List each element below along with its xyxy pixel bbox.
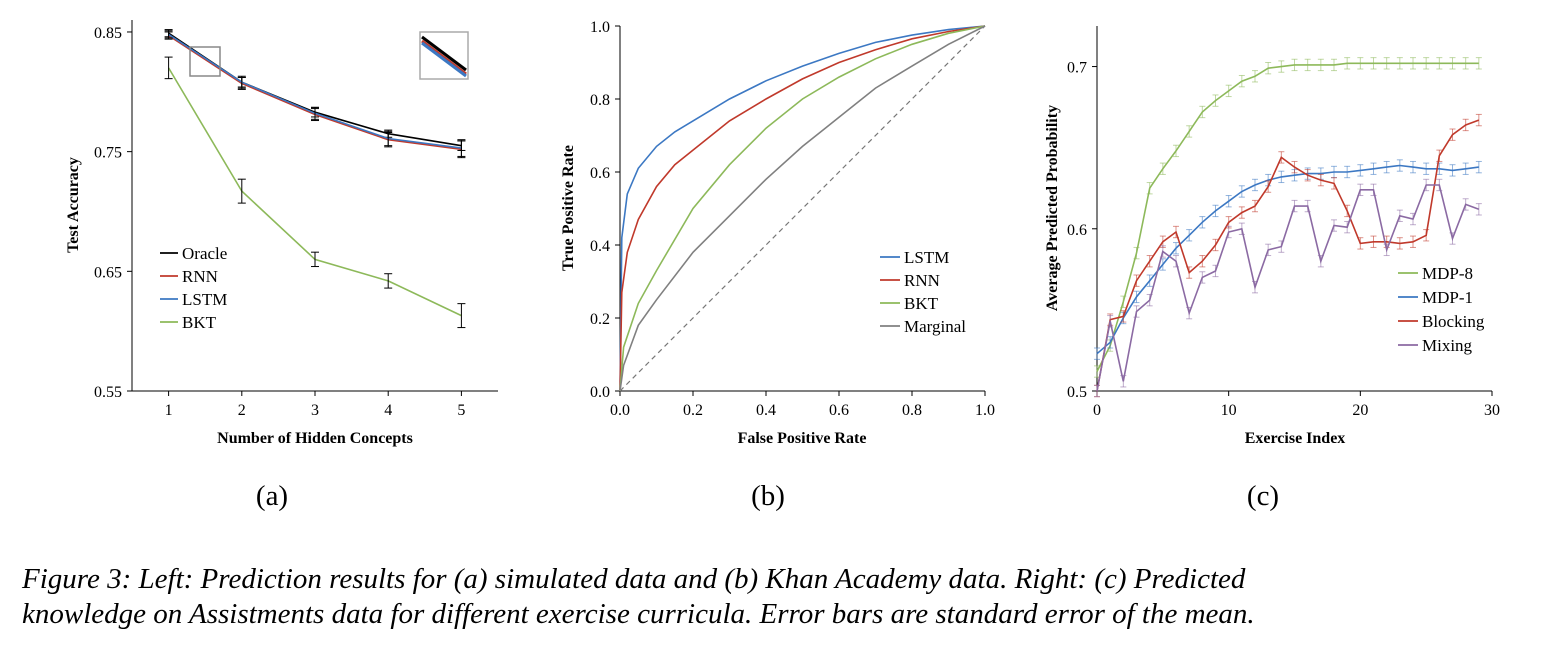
p0-legend-label-bkt: BKT — [182, 313, 217, 332]
p2-x-tick-label: 20 — [1352, 402, 1368, 419]
p2-legend-label-mixing: Mixing — [1422, 336, 1473, 355]
p2-y-tick-label: 0.6 — [1067, 222, 1087, 239]
p0-series-line-oracle — [168, 32, 462, 147]
p1-series-line-lstm — [619, 25, 986, 392]
p0-x-tick-label: 1 — [165, 402, 173, 419]
p0-y-tick-label: 0.55 — [94, 384, 122, 401]
p1-chance-diagonal — [619, 25, 986, 392]
p1-legend-label-lstm: LSTM — [904, 248, 949, 267]
p0-x-tick-label: 2 — [238, 402, 246, 419]
p2-x-tick-label: 10 — [1221, 402, 1237, 419]
p0-zoom-source-box — [189, 46, 221, 77]
p2-x-axis-label: Exercise Index — [1245, 430, 1346, 447]
p1-x-tick-label: 0.6 — [829, 402, 849, 419]
p1-y-axis-label: True Positive Rate — [560, 145, 577, 271]
p1-y-tick-label: 1.0 — [590, 19, 610, 36]
p0-series-line-rnn — [168, 34, 462, 151]
p0-legend-label-rnn: RNN — [182, 267, 218, 286]
panel-c-curriculum-chart: 0 10 20 30 0.5 0.6 0.7 Exercise Index Average Pr… — [1044, 26, 1500, 447]
panel-b-roc-chart: 0.0 0.2 0.4 0.6 0.8 1.0 0.0 0.2 0.4 0.6 0.8 1.0 Fals… — [560, 19, 995, 447]
p0-y-tick-label: 0.85 — [94, 25, 122, 42]
p0-zoom-inset-line-oracle — [421, 35, 467, 72]
figure-caption: Figure 3: Left: Prediction results for (… — [22, 562, 1552, 632]
p0-y-tick-label: 0.75 — [94, 145, 122, 162]
p2-y-tick-label: 0.7 — [1067, 60, 1087, 77]
p1-x-tick-label: 0.2 — [683, 402, 703, 419]
p2-legend-label-mdp-1: MDP-1 — [1422, 288, 1473, 307]
p2-legend-label-blocking: Blocking — [1422, 312, 1485, 331]
p1-series-line-bkt — [619, 25, 986, 392]
p1-y-tick-label: 0.2 — [590, 311, 610, 328]
p2-y-axis-label: Average Predicted Probability — [1044, 105, 1061, 311]
figure-3: 1 2 3 4 5 0.55 0.65 0.75 0.85 Number of Hidden Co… — [65, 19, 1500, 512]
p1-legend-label-bkt: BKT — [904, 294, 939, 313]
p1-y-tick-label: 0.6 — [590, 165, 610, 182]
panel-b-tag: (b) — [751, 480, 785, 512]
p2-y-tick-label: 0.5 — [1067, 384, 1087, 401]
p1-x-tick-label: 0.0 — [610, 402, 630, 419]
p1-x-tick-label: 0.4 — [756, 402, 776, 419]
p1-y-tick-label: 0.8 — [590, 92, 610, 109]
p0-legend-label-oracle: Oracle — [182, 244, 227, 263]
caption-line-2: knowledge on Assistments data for differ… — [22, 598, 1255, 630]
p1-legend-label-rnn: RNN — [904, 271, 940, 290]
p2-series-line-blocking — [1096, 119, 1480, 392]
p1-x-tick-label: 0.8 — [902, 402, 922, 419]
panel-a-tag: (a) — [256, 480, 288, 512]
p2-series-line-mdp-1 — [1096, 164, 1479, 355]
caption-line-1: Figure 3: Left: Prediction results for (… — [22, 563, 1246, 595]
p2-x-tick-label: 30 — [1484, 402, 1500, 419]
p2-series-line-mdp-8 — [1096, 62, 1479, 372]
p1-y-tick-label: 0.0 — [590, 384, 610, 401]
p0-zoom-inset-line-lstm — [421, 41, 467, 78]
p1-x-tick-label: 1.0 — [975, 402, 995, 419]
p1-y-tick-label: 0.4 — [590, 238, 610, 255]
p1-series-line-rnn — [619, 25, 986, 392]
p1-legend-label-marginal: Marginal — [904, 317, 966, 336]
panel-c-tag: (c) — [1247, 480, 1279, 512]
p0-y-tick-label: 0.65 — [94, 264, 122, 281]
p2-legend-label-mdp-8: MDP-8 — [1422, 264, 1473, 283]
p0-x-tick-label: 4 — [384, 402, 392, 419]
p0-zoom-inset-line-rnn — [421, 39, 467, 76]
p0-y-axis-label: Test Accuracy — [65, 157, 82, 253]
p0-x-tick-label: 5 — [457, 402, 465, 419]
p0-legend-label-lstm: LSTM — [182, 290, 227, 309]
p1-x-axis-label: False Positive Rate — [738, 430, 867, 447]
panel-a-test-accuracy-chart: 1 2 3 4 5 0.55 0.65 0.75 0.85 Number of Hidden Co… — [65, 20, 498, 447]
p0-series-line-lstm — [168, 33, 462, 149]
p0-x-tick-label: 3 — [311, 402, 319, 419]
p1-series-line-marginal — [619, 25, 986, 392]
p2-x-tick-label: 0 — [1093, 402, 1101, 419]
p0-x-axis-label: Number of Hidden Concepts — [217, 430, 413, 447]
